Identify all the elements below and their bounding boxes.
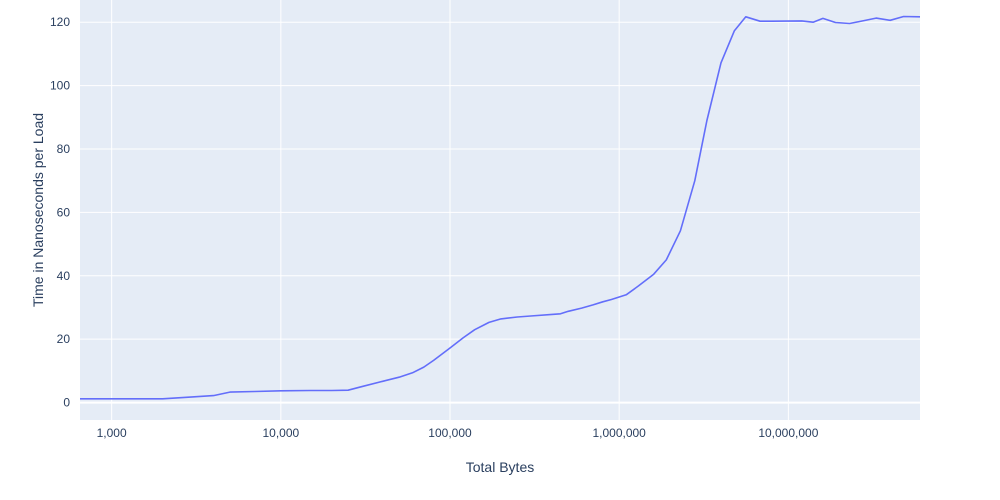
x-tick-label: 10,000 [262, 426, 299, 440]
y-tick-label: 100 [50, 79, 70, 93]
y-tick-label: 0 [63, 396, 70, 410]
x-tick-label: 10,000,000 [758, 426, 818, 440]
y-axis-ticks: 0 20 40 60 80 100 120 [50, 15, 70, 409]
x-axis-ticks: 1,000 10,000 100,000 1,000,000 10,000,000 [97, 426, 819, 440]
gridlines [80, 0, 920, 420]
y-tick-label: 60 [57, 205, 71, 219]
x-tick-label: 1,000 [97, 426, 127, 440]
plot-background [80, 0, 920, 420]
y-tick-label: 40 [57, 269, 71, 283]
series-line-time [80, 15, 921, 400]
y-tick-label: 120 [50, 15, 70, 29]
y-tick-label: 20 [57, 332, 71, 346]
y-axis-title: Time in Nanoseconds per Load [30, 113, 46, 307]
x-tick-label: 1,000,000 [592, 426, 646, 440]
y-tick-label: 80 [57, 142, 71, 156]
x-axis-title: Total Bytes [466, 459, 534, 475]
series-layer [80, 15, 921, 400]
x-tick-label: 100,000 [428, 426, 472, 440]
